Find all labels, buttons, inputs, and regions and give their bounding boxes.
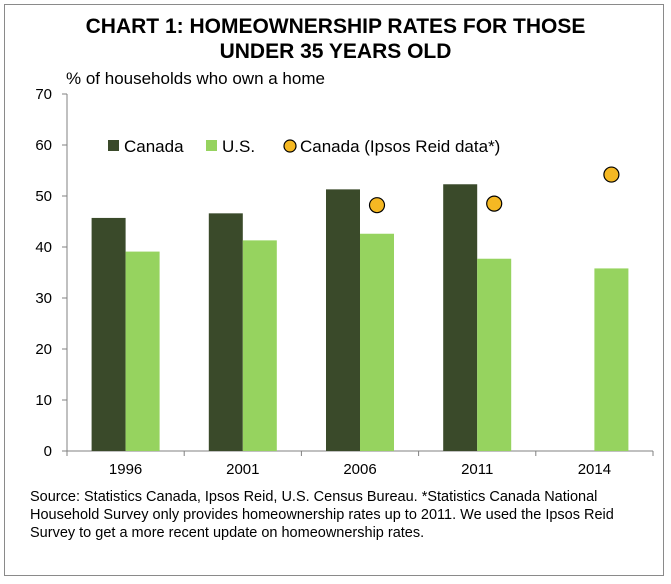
legend-swatch-canada — [108, 140, 119, 151]
legend-label-u-s: U.S. — [222, 137, 255, 156]
y-tick-label: 70 — [35, 86, 52, 103]
bar-canada-2001 — [208, 213, 243, 451]
x-tick-label: 1996 — [109, 461, 142, 478]
y-tick-label: 20 — [35, 341, 52, 358]
y-tick-label: 0 — [44, 443, 52, 460]
legend-swatch-u-s — [206, 140, 217, 151]
x-tick-label: 2011 — [461, 461, 493, 478]
chart-title: CHART 1: HOMEOWNERSHIP RATES FOR THOSE U… — [0, 14, 671, 64]
bar-u-s--2011 — [477, 258, 512, 451]
bar-canada-2006 — [326, 189, 360, 451]
y-tick-label: 10 — [35, 392, 52, 409]
bar-u-s--2006 — [360, 233, 394, 451]
bar-u-s--2014 — [594, 268, 629, 451]
marker-canada-ipsos-reid-2011 — [486, 195, 503, 212]
y-tick-label: 60 — [35, 137, 52, 154]
bar-u-s--1996 — [125, 251, 160, 451]
bar-canada-2011 — [443, 184, 478, 451]
chart-title-line-2: UNDER 35 YEARS OLD — [219, 40, 452, 63]
y-axis-label: % of households who own a home — [66, 69, 325, 88]
legend-label-canada-ipsos-reid-data: Canada (Ipsos Reid data*) — [300, 137, 500, 156]
source-note: Source: Statistics Canada, Ipsos Reid, U… — [30, 489, 614, 541]
y-tick-label: 40 — [35, 239, 52, 256]
marker-canada-ipsos-reid-2006 — [368, 197, 386, 214]
x-tick-label: 2006 — [343, 461, 376, 478]
bar-canada-1996 — [91, 217, 126, 451]
x-tick-label: 2014 — [578, 461, 611, 478]
marker-canada-ipsos-reid-2014 — [603, 166, 620, 183]
legend-label-canada: Canada — [124, 137, 184, 156]
x-tick-label: 2001 — [226, 461, 259, 478]
legend-swatch-canada-ipsos-reid-data — [283, 139, 297, 153]
y-tick-label: 30 — [35, 290, 52, 307]
chart-title-line-1: CHART 1: HOMEOWNERSHIP RATES FOR THOSE — [85, 15, 586, 38]
bar-u-s--2001 — [242, 240, 277, 451]
y-tick-label: 50 — [35, 188, 52, 205]
